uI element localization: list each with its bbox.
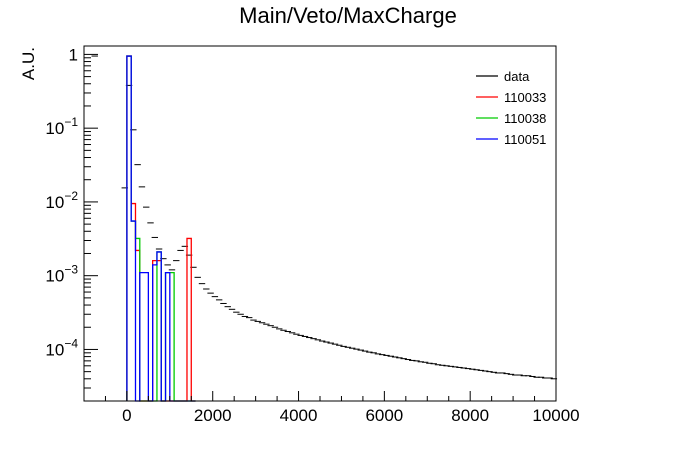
legend-label: 110033 <box>504 90 546 105</box>
x-tick-label: 0 <box>122 406 131 425</box>
x-tick-label: 8000 <box>451 406 489 425</box>
legend-entry-110038: 110038 <box>476 111 546 126</box>
y-tick-label: 10−3 <box>45 263 78 286</box>
legend-label: 110038 <box>504 111 546 126</box>
y-axis-label: A.U. <box>19 47 38 80</box>
y-tick-label: 10−4 <box>45 336 78 359</box>
x-tick-label: 4000 <box>280 406 318 425</box>
legend-label: 110051 <box>504 132 546 147</box>
y-tick-label: 10−1 <box>45 115 78 138</box>
axes-layer: 0 2000 4000 6000 8000 10000 1 10−1 10−2 10−3 10−4 <box>45 45 579 425</box>
x-tick-label: 2000 <box>194 406 232 425</box>
x-tick-label: 6000 <box>365 406 403 425</box>
chart-title: Main/Veto/MaxCharge <box>239 3 457 28</box>
series-data <box>91 55 558 380</box>
legend-entry-110051: 110051 <box>476 132 546 147</box>
x-tick-label: 10000 <box>532 406 579 425</box>
y-tick-label: 10−2 <box>45 189 78 212</box>
legend-entry-110033: 110033 <box>476 90 546 105</box>
y-tick-label: 1 <box>69 45 78 64</box>
legend-label: data <box>504 69 530 84</box>
legend-entry-data: data <box>476 69 530 84</box>
legend: data 110033 110038 110051 <box>476 69 546 147</box>
